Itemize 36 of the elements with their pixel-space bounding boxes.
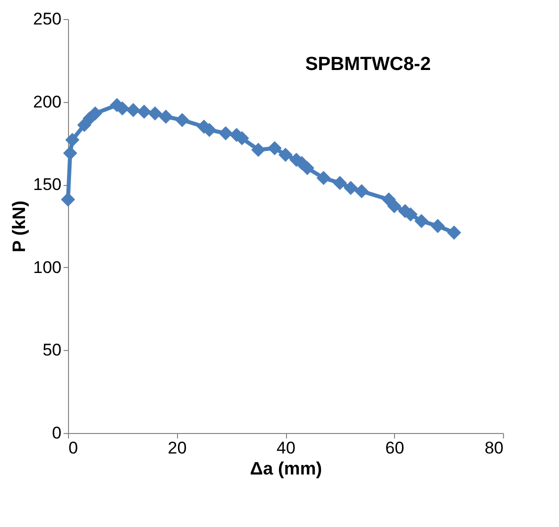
point xyxy=(65,132,80,147)
x-tick-label: 80 xyxy=(484,438,504,458)
point xyxy=(158,110,173,124)
x-tick-label: 0 xyxy=(68,438,78,458)
y-tick-label: 150 xyxy=(33,175,62,194)
point xyxy=(430,218,445,234)
y-tick-label: 200 xyxy=(33,92,62,112)
x-tick-label: 60 xyxy=(385,438,404,458)
x-tick-label: 20 xyxy=(168,438,187,458)
y-tick-label: 100 xyxy=(33,258,62,277)
point xyxy=(251,142,266,157)
point xyxy=(332,176,347,190)
point xyxy=(88,106,102,120)
x-tick-label: 40 xyxy=(276,438,296,458)
y-tick-label: 250 xyxy=(33,10,62,28)
point xyxy=(387,199,402,214)
point xyxy=(148,106,162,120)
point xyxy=(354,184,369,198)
x-axis-title: Δa (mm) xyxy=(250,458,322,478)
point xyxy=(60,192,76,207)
y-axis-title: P (kN) xyxy=(9,200,30,252)
point xyxy=(63,146,78,160)
y-tick-label: 0 xyxy=(52,424,62,442)
point xyxy=(300,160,314,176)
y-tick-label: 50 xyxy=(42,340,62,360)
point xyxy=(268,141,282,156)
point xyxy=(278,148,293,162)
point xyxy=(414,214,429,228)
point xyxy=(137,104,152,119)
point xyxy=(218,126,233,140)
point xyxy=(316,170,331,186)
point xyxy=(344,180,358,195)
point xyxy=(175,112,190,128)
point xyxy=(126,103,140,118)
point xyxy=(446,226,462,240)
text: SPBMTWC8-2 xyxy=(305,54,431,75)
